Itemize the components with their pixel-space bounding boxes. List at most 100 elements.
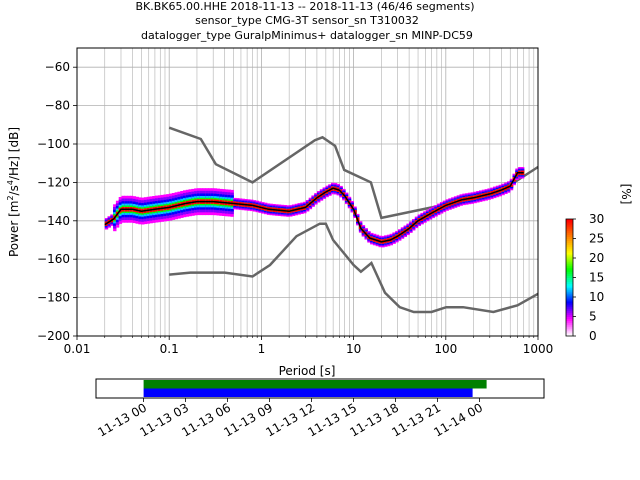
- y-tick-label: −60: [45, 60, 70, 74]
- x-tick-label: 1000: [523, 342, 554, 356]
- x-tick-label: 0.01: [64, 342, 91, 356]
- colorbar-segment: [566, 232, 573, 236]
- colorbar-segment: [566, 248, 573, 251]
- title-line-3: datalogger_type GuralpMinimus+ datalogge…: [141, 29, 473, 42]
- colorbar-segment: [566, 287, 573, 290]
- colorbar-segment: [566, 230, 573, 234]
- y-tick-label: −160: [37, 252, 70, 266]
- colorbar-segment: [566, 240, 573, 243]
- y-tick-label: −180: [37, 291, 70, 305]
- x-tick-label: 0.1: [160, 342, 179, 356]
- colorbar-segment: [566, 263, 573, 267]
- colorbar-tick-label: 10: [589, 290, 604, 304]
- colorbar-segment: [566, 330, 573, 333]
- colorbar-segment: [566, 316, 573, 319]
- colorbar-segment: [566, 271, 573, 275]
- title-line-1: BK.BK65.00.HHE 2018-11-13 -- 2018-11-13 …: [135, 0, 474, 13]
- colorbar-segment: [566, 228, 573, 232]
- colorbar-segment: [566, 328, 573, 331]
- colorbar-segment: [566, 256, 573, 259]
- colorbar-segment: [566, 254, 573, 257]
- x-axis-ticks: 0.01 0.1 1 10 100 1000: [64, 336, 554, 356]
- colorbar-segment: [566, 291, 573, 294]
- mean-psd-curve: [104, 172, 524, 243]
- colorbar-segment: [566, 281, 573, 284]
- colorbar-segment: [566, 324, 573, 327]
- colorbar-segment: [566, 250, 573, 253]
- colorbar-tick-label: 30: [589, 212, 604, 226]
- colorbar-tick-label: 15: [589, 271, 604, 285]
- colorbar-segment: [566, 226, 573, 230]
- colorbar-segment: [566, 285, 573, 288]
- y-tick-label: −100: [37, 137, 70, 151]
- colorbar-segment: [566, 293, 573, 296]
- chart-title: BK.BK65.00.HHE 2018-11-13 -- 2018-11-13 …: [135, 0, 474, 42]
- title-line-2: sensor_type CMG-3T sensor_sn T310032: [195, 14, 419, 27]
- colorbar-segment: [566, 259, 573, 263]
- colorbar-segment: [566, 326, 573, 329]
- colorbar: 0 5 10 15 20 25 30: [565, 212, 604, 343]
- colorbar-segment: [566, 234, 573, 238]
- coverage-bar-processed: [143, 388, 473, 397]
- colorbar-segment: [566, 219, 573, 222]
- colorbar-segment: [566, 238, 573, 241]
- colorbar-segment: [566, 261, 573, 265]
- colorbar-segment: [566, 267, 573, 271]
- y-axis-ticks: −60 −80 −100 −120 −140 −160 −180 −200: [37, 60, 77, 343]
- y-tick-label: −120: [37, 175, 70, 189]
- colorbar-segment: [566, 308, 573, 312]
- colorbar-segment: [566, 279, 573, 282]
- colorbar-label: [%]: [619, 184, 633, 205]
- noise-model-nhnm: [168, 126, 539, 220]
- colorbar-segment: [566, 320, 573, 323]
- colorbar-segment: [566, 318, 573, 321]
- colorbar-segment: [566, 322, 573, 325]
- colorbar-segment: [566, 289, 573, 292]
- colorbar-segment: [566, 220, 573, 224]
- colorbar-segment: [566, 283, 573, 286]
- colorbar-segment: [566, 269, 573, 273]
- noise-model-nlnm: [169, 222, 539, 314]
- colorbar-segment: [566, 297, 573, 300]
- colorbar-segment: [566, 273, 573, 277]
- coverage-bar-data: [143, 380, 487, 389]
- y-tick-label: −200: [37, 329, 70, 343]
- y-tick-label: −80: [45, 99, 70, 113]
- colorbar-segment: [566, 300, 573, 304]
- colorbar-segment: [566, 298, 573, 302]
- plot-frame: [76, 47, 539, 337]
- colorbar-segment: [566, 310, 573, 314]
- colorbar-tick-label: 25: [589, 232, 604, 246]
- grid: [76, 48, 538, 337]
- colorbar-segment: [566, 332, 573, 335]
- colorbar-tick-label: 20: [589, 251, 604, 265]
- colorbar-segment: [566, 258, 573, 261]
- colorbar-segment: [566, 244, 573, 247]
- psd-plot-area: 0.01 0.1 1 10 100 1000−60−80−100−120−140−160−…: [37, 47, 554, 356]
- colorbar-segment: [566, 242, 573, 245]
- colorbar-tick-label: 5: [589, 310, 597, 324]
- colorbar-tick-label: 0: [589, 329, 597, 343]
- colorbar-segment: [566, 306, 573, 310]
- colorbar-segment: [566, 224, 573, 228]
- colorbar-segment: [566, 222, 573, 226]
- x-tick-label: 100: [434, 342, 457, 356]
- colorbar-segment: [566, 314, 573, 317]
- colorbar-segment: [566, 275, 573, 278]
- colorbar-segment: [566, 334, 573, 337]
- x-axis-label: Period [s]: [279, 364, 336, 378]
- x-tick-label: 1: [258, 342, 266, 356]
- colorbar-segment: [566, 302, 573, 306]
- colorbar-segment: [566, 246, 573, 249]
- y-axis-label: Power [m2/s4/Hz] [dB]: [6, 127, 21, 257]
- colorbar-segment: [566, 295, 573, 298]
- colorbar-segment: [566, 304, 573, 308]
- colorbar-segment: [566, 236, 573, 239]
- y-tick-label: −140: [37, 214, 70, 228]
- x-tick-label: 10: [346, 342, 361, 356]
- colorbar-segment: [566, 252, 573, 255]
- colorbar-segment: [566, 277, 573, 280]
- colorbar-segment: [566, 312, 573, 316]
